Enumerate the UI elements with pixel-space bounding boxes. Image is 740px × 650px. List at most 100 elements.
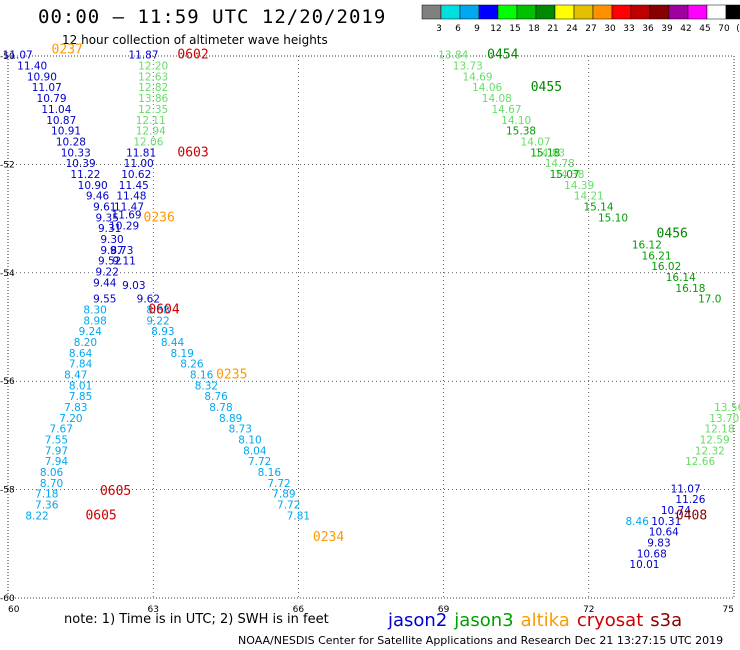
scale-swatch xyxy=(592,4,613,20)
wave-height-label: 10.68 xyxy=(637,548,667,560)
wave-height-label: 9.55 xyxy=(93,294,116,306)
wave-height-label: 12.82 xyxy=(138,82,168,94)
wave-height-label: 12.66 xyxy=(685,456,715,468)
x-tick-label: 72 xyxy=(583,605,594,615)
wave-height-label: 12.11 xyxy=(136,115,166,127)
wave-height-label: 10.90 xyxy=(78,180,108,192)
wave-height-label: 9.03 xyxy=(122,280,145,292)
time-label: 0236 xyxy=(144,210,175,225)
wave-height-label: 8.19 xyxy=(171,348,194,360)
wave-height-label: 15.18 xyxy=(530,147,560,159)
wave-height-label: 12.32 xyxy=(695,445,725,457)
wave-height-label: 8.64 xyxy=(69,348,93,360)
satellite-legend-item: s3a xyxy=(650,610,683,631)
wave-height-label: 8.10 xyxy=(238,435,261,447)
scale-swatch xyxy=(497,4,518,20)
scale-label: 33 xyxy=(623,24,634,34)
satellite-legend-item: cryosat xyxy=(576,610,644,631)
scale-swatch xyxy=(459,4,480,20)
wave-height-label: 10.87 xyxy=(46,115,76,127)
time-label: 0454 xyxy=(487,48,518,63)
satellite-legend-item: jason3 xyxy=(454,610,514,631)
scale-label: 39 xyxy=(661,24,673,34)
wave-height-label: 8.16 xyxy=(190,369,214,381)
wave-height-label: 10.33 xyxy=(61,147,91,159)
wave-height-label: 11.47 xyxy=(114,201,144,213)
scale-label: 45 xyxy=(699,24,710,34)
time-label: 0455 xyxy=(531,80,562,95)
wave-height-label: 12.63 xyxy=(138,71,168,83)
wave-height-label: 11.04 xyxy=(41,104,71,116)
wave-height-label: 16.12 xyxy=(632,239,662,251)
scale-swatch xyxy=(440,4,461,20)
time-label: 0237 xyxy=(52,42,83,57)
scale-label: 15 xyxy=(509,24,520,34)
wave-height-label: 8.30 xyxy=(83,304,106,316)
wave-height-label: 14.67 xyxy=(491,104,521,116)
time-label: 0604 xyxy=(148,302,179,317)
wave-height-label: 11.40 xyxy=(17,61,47,73)
scale-label: 21 xyxy=(547,24,558,34)
x-tick-label: 69 xyxy=(438,605,450,615)
wave-height-label: 9.73 xyxy=(110,245,133,257)
scale-swatch xyxy=(668,4,689,20)
wave-height-label: 8.16 xyxy=(258,467,282,479)
wave-height-label: 16.02 xyxy=(651,261,681,273)
wave-height-label: 8.70 xyxy=(40,478,63,490)
wave-height-label: 7.83 xyxy=(64,402,87,414)
wave-height-label: 8.06 xyxy=(40,467,64,479)
wave-height-label: 13.73 xyxy=(453,61,483,73)
wave-height-label: 8.88 xyxy=(146,304,169,316)
wave-height-label: 11.48 xyxy=(116,191,146,203)
scale-swatch xyxy=(421,4,442,20)
wave-height-label: 17.0 xyxy=(698,294,721,306)
wave-height-label: 9.44 xyxy=(93,277,117,289)
y-tick-label: -58 xyxy=(0,486,15,496)
wave-height-label: 15.10 xyxy=(598,212,628,224)
wave-height-label: 11.07 xyxy=(3,50,33,62)
scale-swatch xyxy=(649,4,670,20)
wave-height-label: 9.31 xyxy=(98,223,121,235)
scale-swatch xyxy=(611,4,632,20)
wave-height-label: 7.36 xyxy=(35,500,59,512)
wave-height-label: 12.35 xyxy=(138,104,168,116)
time-label: 0456 xyxy=(657,227,688,242)
wave-height-label: 7.72 xyxy=(277,500,300,512)
x-tick-label: 60 xyxy=(8,605,20,615)
wave-height-label: 10.31 xyxy=(651,516,681,528)
wave-height-label: 8.93 xyxy=(151,326,174,338)
scale-label: 70 xyxy=(718,24,730,34)
wave-height-label: 11.81 xyxy=(126,147,156,159)
wave-height-label: 15.38 xyxy=(506,126,536,138)
wave-height-label: 14.10 xyxy=(501,115,531,127)
wave-height-label: 8.01 xyxy=(69,380,92,392)
wave-height-label: 14.21 xyxy=(574,191,604,203)
wave-height-label: 12.59 xyxy=(700,435,730,447)
satellite-legend: jason2 jason3 altika cryosat s3a xyxy=(388,610,689,631)
wave-height-label: 8.98 xyxy=(83,315,106,327)
wave-height-label: 12.18 xyxy=(704,424,734,436)
wave-height-label: 13.84 xyxy=(438,50,468,62)
wave-height-label: 16.18 xyxy=(675,283,705,295)
page-title: 00:00 – 11:59 UTC 12/20/2019 xyxy=(38,6,387,28)
x-tick-label: 63 xyxy=(147,605,158,615)
wave-height-label: 10.62 xyxy=(121,169,151,181)
y-tick-label: -50 xyxy=(0,52,15,62)
wave-height-label: 14.83 xyxy=(535,147,565,159)
wave-height-label: 10.64 xyxy=(649,527,679,539)
wave-height-label: 7.18 xyxy=(35,489,58,501)
scale-swatch xyxy=(706,4,727,20)
wave-height-label: 10.91 xyxy=(51,126,81,138)
wave-height-label: 14.38 xyxy=(554,169,584,181)
scale-label: 6 xyxy=(455,24,461,34)
scale-swatch xyxy=(630,4,651,20)
wave-height-label: 14.69 xyxy=(462,71,492,83)
y-tick-label: -60 xyxy=(0,594,15,604)
wave-height-label: 11.87 xyxy=(128,50,158,62)
wave-height-label: 13.70 xyxy=(709,413,739,425)
wave-height-label: 10.01 xyxy=(629,559,659,571)
wave-height-label: 7.89 xyxy=(272,489,295,501)
y-tick-label: -52 xyxy=(0,160,15,170)
wave-height-label: 7.67 xyxy=(50,424,73,436)
